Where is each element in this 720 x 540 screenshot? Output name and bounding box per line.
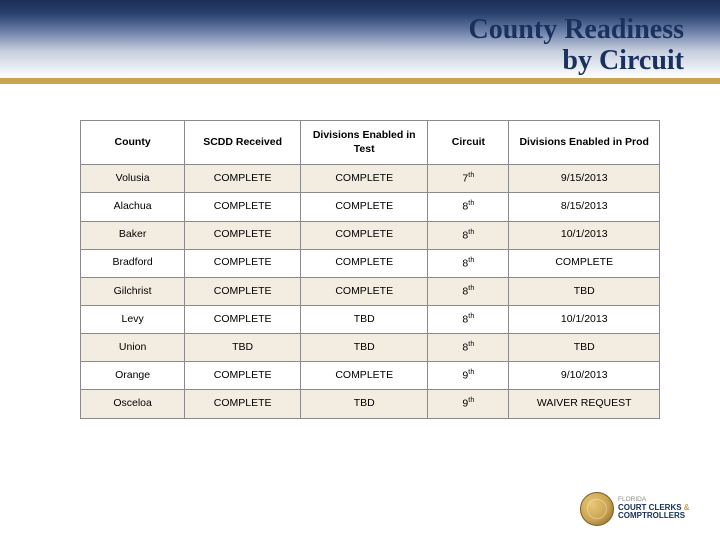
header-band: County Readiness by Circuit xyxy=(0,0,720,90)
cell-prod: TBD xyxy=(509,334,660,362)
cell-circuit: 9th xyxy=(428,362,509,390)
cell-scdd: COMPLETE xyxy=(185,193,301,221)
table-row: VolusiaCOMPLETECOMPLETE7th9/15/2013 xyxy=(81,165,660,193)
col-scdd: SCDD Received xyxy=(185,121,301,165)
table-row: UnionTBDTBD8thTBD xyxy=(81,334,660,362)
cell-county: Gilchrist xyxy=(81,277,185,305)
table-row: BakerCOMPLETECOMPLETE8th10/1/2013 xyxy=(81,221,660,249)
cell-scdd: COMPLETE xyxy=(185,362,301,390)
cell-county: Baker xyxy=(81,221,185,249)
cell-test: COMPLETE xyxy=(301,362,428,390)
table-row: OrangeCOMPLETECOMPLETE9th9/10/2013 xyxy=(81,362,660,390)
table-row: LevyCOMPLETETBD8th10/1/2013 xyxy=(81,305,660,333)
cell-circuit: 8th xyxy=(428,221,509,249)
cell-county: Levy xyxy=(81,305,185,333)
col-prod: Divisions Enabled in Prod xyxy=(509,121,660,165)
cell-test: COMPLETE xyxy=(301,249,428,277)
cell-scdd: COMPLETE xyxy=(185,390,301,418)
col-circuit: Circuit xyxy=(428,121,509,165)
cell-circuit: 8th xyxy=(428,334,509,362)
cell-test: TBD xyxy=(301,390,428,418)
col-test: Divisions Enabled in Test xyxy=(301,121,428,165)
cell-circuit: 7th xyxy=(428,165,509,193)
seal-icon xyxy=(580,492,614,526)
cell-county: Alachua xyxy=(81,193,185,221)
cell-county: Osceloa xyxy=(81,390,185,418)
cell-county: Volusia xyxy=(81,165,185,193)
page-title: County Readiness by Circuit xyxy=(469,14,684,77)
cell-scdd: COMPLETE xyxy=(185,249,301,277)
footer-logo: Florida Court Clerks & Comptrollers xyxy=(580,488,700,530)
cell-prod: WAIVER REQUEST xyxy=(509,390,660,418)
cell-circuit: 8th xyxy=(428,193,509,221)
cell-test: COMPLETE xyxy=(301,277,428,305)
readiness-table-wrap: County SCDD Received Divisions Enabled i… xyxy=(80,120,660,419)
cell-circuit: 8th xyxy=(428,249,509,277)
title-line-2: by Circuit xyxy=(469,45,684,76)
logo-text: Florida Court Clerks & Comptrollers xyxy=(618,497,690,521)
cell-scdd: COMPLETE xyxy=(185,221,301,249)
table-body: VolusiaCOMPLETECOMPLETE7th9/15/2013Alach… xyxy=(81,165,660,418)
cell-circuit: 8th xyxy=(428,277,509,305)
table-header-row: County SCDD Received Divisions Enabled i… xyxy=(81,121,660,165)
cell-test: COMPLETE xyxy=(301,221,428,249)
cell-county: Bradford xyxy=(81,249,185,277)
cell-test: COMPLETE xyxy=(301,165,428,193)
cell-scdd: COMPLETE xyxy=(185,277,301,305)
cell-prod: 8/15/2013 xyxy=(509,193,660,221)
cell-test: TBD xyxy=(301,305,428,333)
readiness-table: County SCDD Received Divisions Enabled i… xyxy=(80,120,660,419)
cell-county: Orange xyxy=(81,362,185,390)
cell-test: COMPLETE xyxy=(301,193,428,221)
table-row: OsceloaCOMPLETETBD9thWAIVER REQUEST xyxy=(81,390,660,418)
logo-line2b: Comptrollers xyxy=(618,511,685,520)
table-row: AlachuaCOMPLETECOMPLETE8th8/15/2013 xyxy=(81,193,660,221)
col-county: County xyxy=(81,121,185,165)
cell-scdd: COMPLETE xyxy=(185,305,301,333)
cell-prod: TBD xyxy=(509,277,660,305)
cell-prod: 10/1/2013 xyxy=(509,221,660,249)
logo-line2: Court Clerks & Comptrollers xyxy=(618,504,690,521)
cell-test: TBD xyxy=(301,334,428,362)
table-row: GilchristCOMPLETECOMPLETE8thTBD xyxy=(81,277,660,305)
title-line-1: County Readiness xyxy=(469,14,684,45)
cell-circuit: 9th xyxy=(428,390,509,418)
cell-scdd: COMPLETE xyxy=(185,165,301,193)
cell-prod: 10/1/2013 xyxy=(509,305,660,333)
cell-prod: 9/10/2013 xyxy=(509,362,660,390)
cell-prod: 9/15/2013 xyxy=(509,165,660,193)
cell-circuit: 8th xyxy=(428,305,509,333)
cell-county: Union xyxy=(81,334,185,362)
accent-bar xyxy=(0,78,720,84)
cell-prod: COMPLETE xyxy=(509,249,660,277)
table-row: BradfordCOMPLETECOMPLETE8thCOMPLETE xyxy=(81,249,660,277)
cell-scdd: TBD xyxy=(185,334,301,362)
